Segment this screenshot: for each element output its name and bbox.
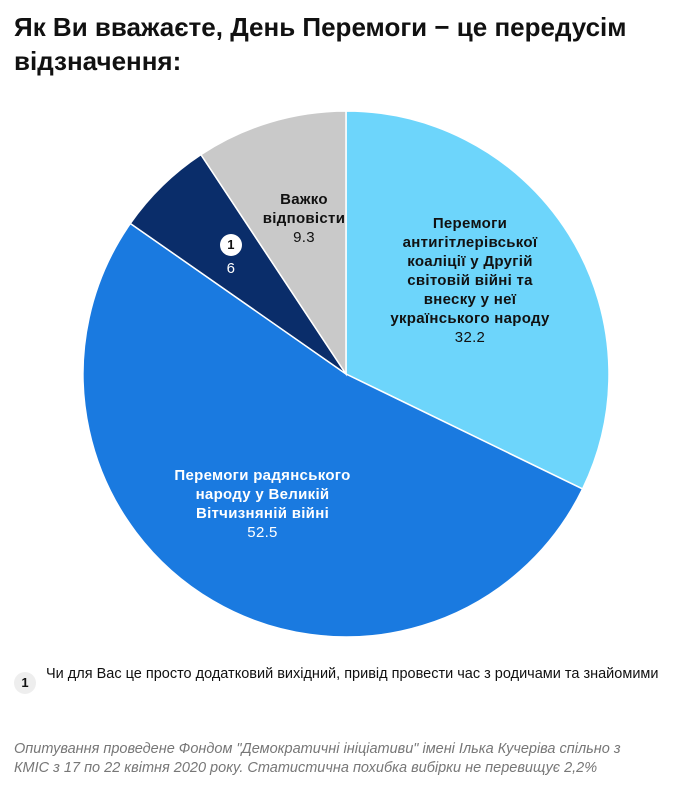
footnote-marker: 1 bbox=[14, 672, 36, 694]
slice-name: Перемоги антигітлерівської коаліції у Др… bbox=[390, 215, 550, 327]
footnote-marker: 1 bbox=[220, 234, 242, 256]
pie-slice bbox=[82, 222, 584, 638]
slice-value: 9.3 bbox=[293, 229, 315, 246]
slice-value: 52.5 bbox=[247, 524, 278, 541]
slice-value: 6 bbox=[226, 260, 236, 277]
chart-title: Як Ви вважаєте, День Перемоги − це перед… bbox=[14, 12, 627, 76]
pie-slice bbox=[199, 110, 347, 377]
slice-label: 1 6 bbox=[206, 234, 256, 278]
footnote: 1 Чи для Вас це просто додатковий вихідн… bbox=[14, 664, 664, 694]
slice-value: 32.2 bbox=[454, 329, 486, 346]
slice-label: Перемоги антигітлерівської коаліції у Др… bbox=[380, 214, 560, 347]
pie-slice bbox=[345, 110, 610, 490]
footnote-text: Чи для Вас це просто додатковий вихідний… bbox=[46, 666, 659, 682]
slice-label: Перемоги радянського народу у Великій Ві… bbox=[170, 466, 355, 542]
slice-label: Важко відповісти 9.3 bbox=[254, 190, 354, 247]
slice-name: Важко відповісти bbox=[262, 191, 346, 227]
slice-name: Перемоги радянського народу у Великій Ві… bbox=[174, 467, 351, 522]
source-note: Опитування проведене Фондом "Демократичн… bbox=[14, 741, 621, 776]
